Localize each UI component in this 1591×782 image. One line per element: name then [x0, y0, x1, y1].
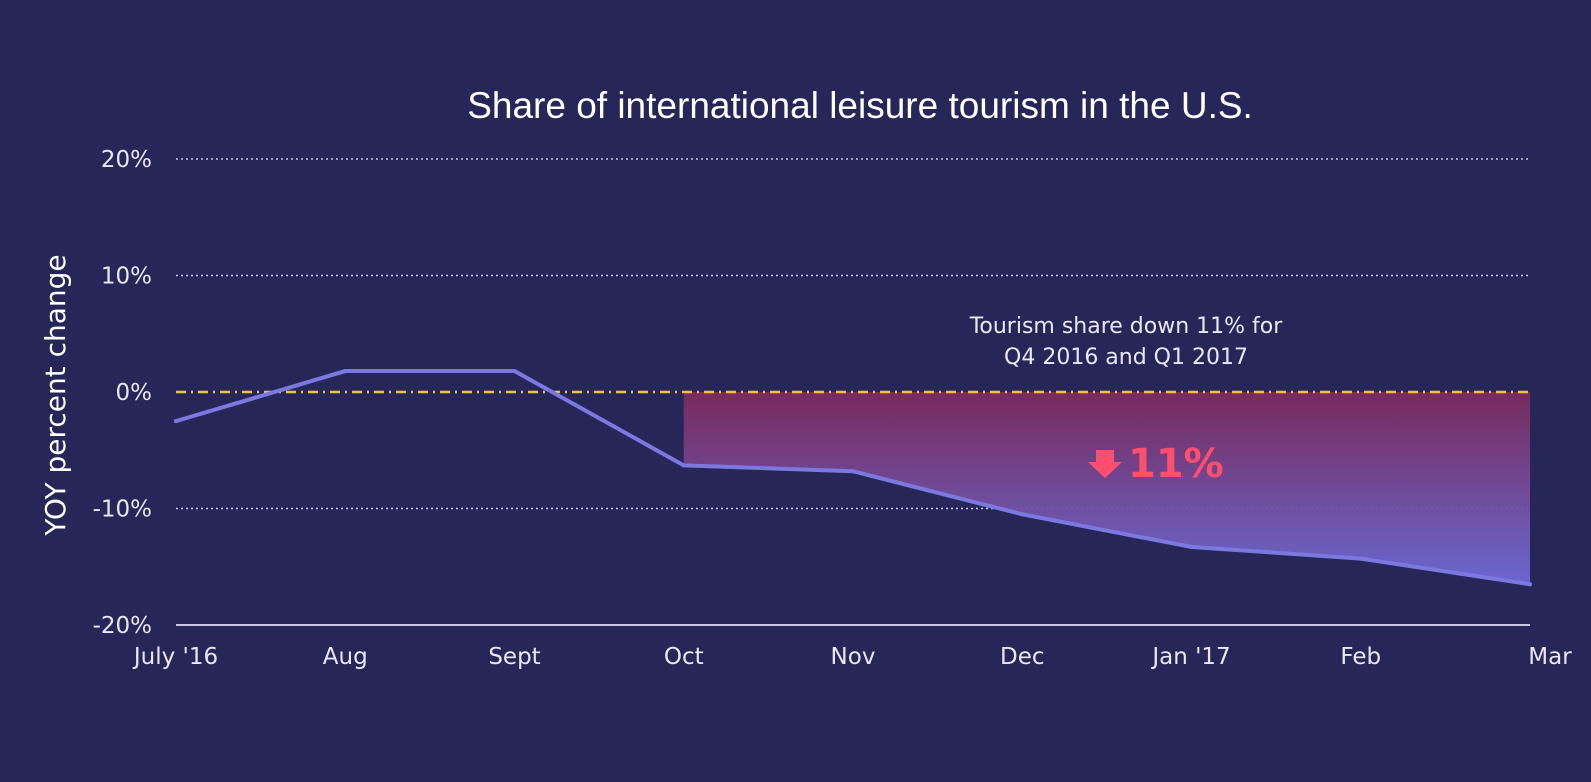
data-point	[1020, 512, 1025, 517]
annotation-line-2: Q4 2016 and Q1 2017	[1004, 345, 1248, 370]
x-tick-label: Dec	[1000, 644, 1045, 670]
gridlines	[176, 158, 1530, 626]
x-tick-label: Aug	[323, 644, 368, 670]
data-point	[1358, 556, 1363, 561]
chart-title: Share of international leisure tourism i…	[467, 85, 1253, 126]
data-point	[1189, 544, 1194, 549]
data-point	[681, 463, 686, 468]
highlight-region	[683, 392, 1530, 585]
x-tick-label: Sept	[488, 644, 540, 670]
y-tick-label: 20%	[101, 147, 152, 173]
data-point	[343, 369, 348, 374]
down-arrow-icon	[1088, 450, 1122, 478]
data-point	[1528, 582, 1532, 587]
y-tick-label: -20%	[93, 613, 152, 639]
y-tick-label: 0%	[116, 380, 153, 406]
x-tick-label: Jan '17	[1150, 644, 1230, 670]
y-tick-labels: 20% 10% 0% -10% -20%	[93, 147, 152, 639]
x-tick-label: Feb	[1340, 644, 1381, 670]
x-tick-label: Oct	[664, 644, 704, 670]
y-axis-title: YOY percent change	[39, 254, 72, 536]
data-point	[174, 419, 178, 424]
data-point	[512, 369, 517, 374]
x-tick-label: July '16	[132, 644, 218, 670]
annotation-group: Tourism share down 11% for Q4 2016 and Q…	[969, 314, 1284, 370]
x-tick-label: Mar	[1528, 644, 1572, 670]
highlight-region-group	[683, 392, 1530, 585]
annotation-line-1: Tourism share down 11% for	[969, 314, 1284, 339]
data-point	[851, 469, 855, 474]
y-tick-label: -10%	[93, 497, 152, 523]
x-tick-label: Nov	[831, 644, 876, 670]
y-tick-label: 10%	[101, 264, 152, 290]
callout-group: 11%	[1088, 441, 1224, 487]
series-group	[174, 369, 1532, 587]
x-tick-labels: July '16 Aug Sept Oct Nov Dec Jan '17 Feb Mar	[132, 644, 1572, 670]
callout-value: 11%	[1128, 441, 1224, 487]
